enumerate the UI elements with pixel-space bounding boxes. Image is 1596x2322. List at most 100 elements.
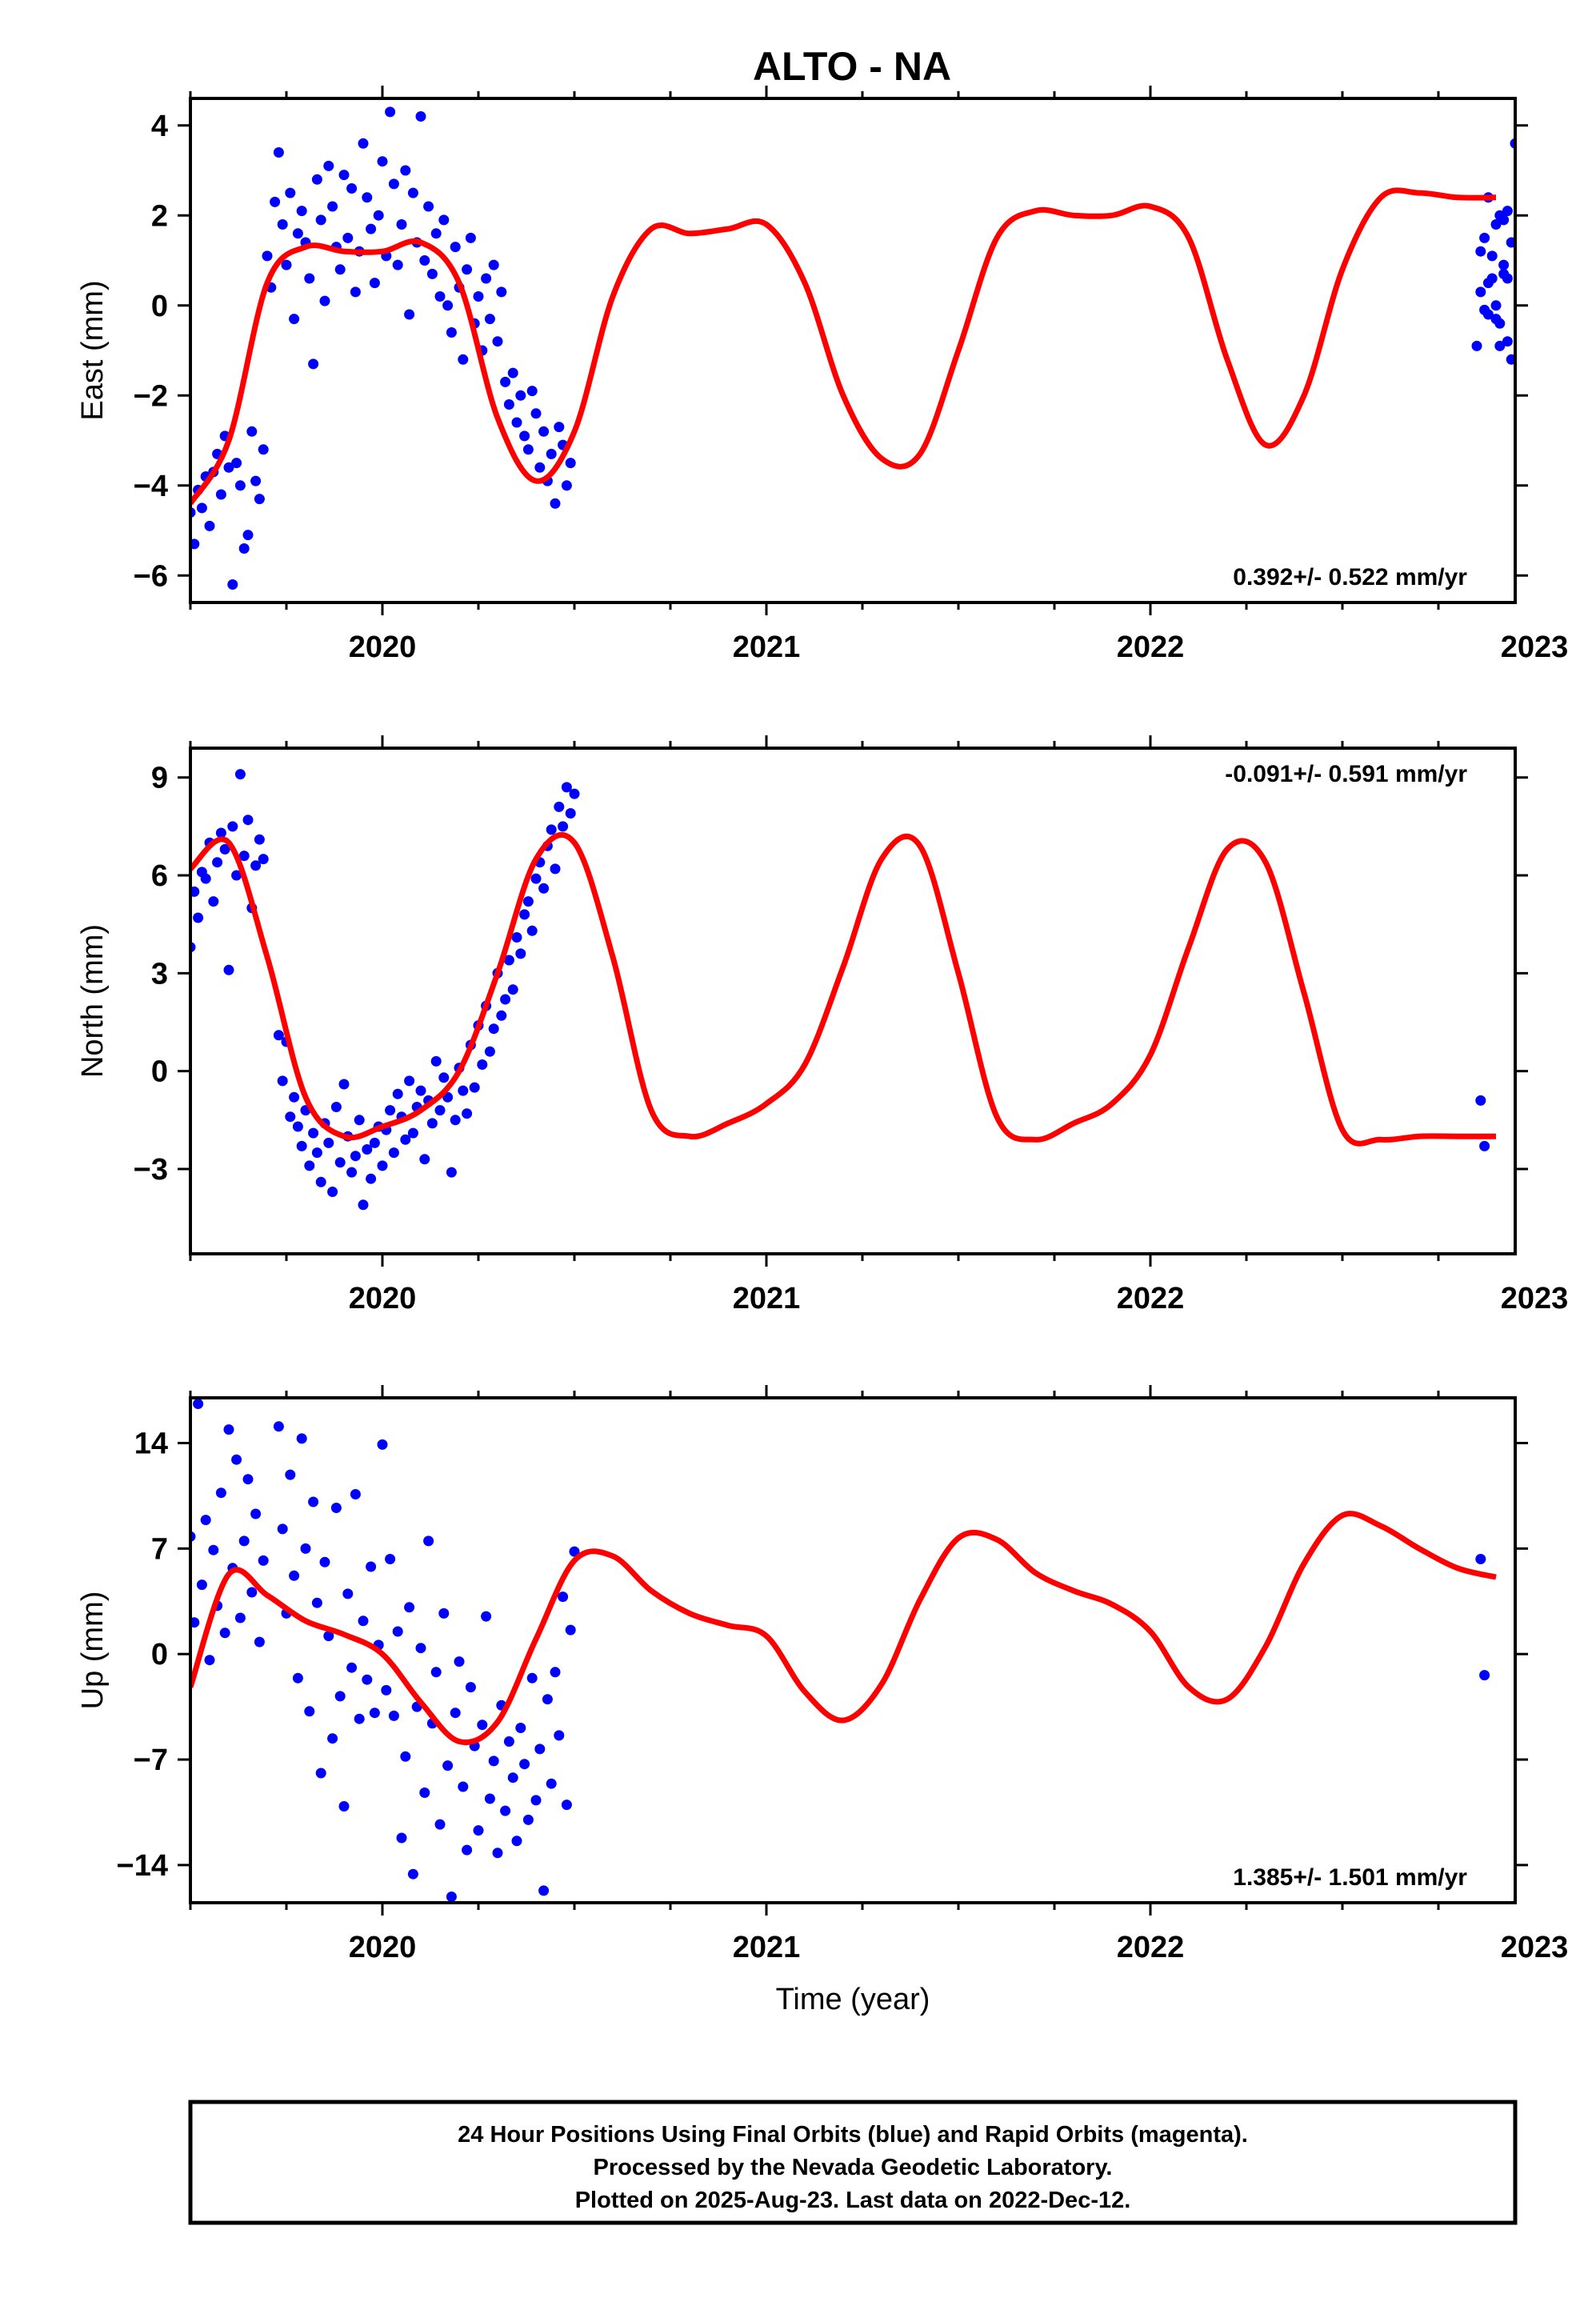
east-frame [189,97,1517,604]
up-data-point [223,1424,234,1435]
east-data-point [1475,246,1486,257]
east-data-point [1486,250,1498,262]
east-ytick-label: 2 [151,199,168,233]
north-data-point [219,843,230,855]
east-data-point [334,264,346,275]
up-data-point [254,1636,265,1647]
footer-line-3: Plotted on 2025-Aug-23. Last data on 202… [575,2188,1131,2213]
up-data-point [208,1544,219,1555]
east-data-point [415,111,426,122]
north-data-point [550,863,561,875]
east-data-point [484,314,495,325]
up-data-point [507,1772,518,1784]
up-data-point [338,1801,350,1812]
east-data-point [1498,214,1510,226]
up-data-point [204,1655,215,1666]
north-xtick-label: 2022 [1117,1282,1185,1315]
up-data-point [407,1868,418,1880]
east-data-point [315,214,326,226]
up-data-point [561,1800,572,1811]
up-data-point [362,1674,373,1685]
east-data-point [242,530,254,541]
up-data-point [565,1624,576,1635]
east-data-point [366,223,377,234]
east-data-point [442,300,454,311]
north-data-point [242,815,254,826]
east-data-point [190,538,200,550]
up-data-point [492,1848,503,1859]
east-points [190,106,1515,590]
east-data-point [234,480,246,491]
north-data-point [323,1137,334,1148]
east-data-point [546,448,557,459]
east-data-point [215,489,226,500]
up-rate-text: 1.385+/- 1.501 mm/yr [1233,1864,1467,1891]
up-data-point [554,1730,565,1741]
north-data-point [231,870,242,881]
east-ylabel: East (mm) [76,280,110,420]
east-data-point [223,462,234,473]
up-data-point [503,1736,514,1747]
east-data-point [319,295,330,306]
up-data-point [258,1555,269,1566]
east-data-point [519,430,530,442]
north-frame [189,747,1517,1255]
north-data-point [484,1046,495,1057]
east-ytick-label: −2 [134,379,168,413]
up-data-point [434,1819,446,1830]
north-data-point [388,1147,399,1159]
north-data-point [330,1102,342,1112]
east-data-point [238,543,250,554]
east-data-point [419,255,430,266]
up-data-point [300,1543,311,1554]
east-data-point [538,426,550,437]
north-points [190,769,1490,1211]
east-data-point [488,259,499,270]
east-data-point [358,138,369,149]
north-data-point [215,827,226,839]
up-data-point [304,1706,315,1717]
north-data-point [446,1167,457,1178]
east-data-point [407,187,418,198]
east-data-point [481,273,492,284]
north-data-point [522,896,534,907]
up-data-point [277,1523,288,1535]
north-data-point [469,1082,480,1093]
up-data-point [392,1626,403,1637]
east-data-point [1490,219,1502,230]
north-data-point [315,1176,326,1187]
north-data-point [285,1111,296,1123]
east-data-point [1506,237,1515,248]
north-ytick-label: 6 [151,859,168,893]
east-data-point [304,273,315,284]
east-data-point [446,327,457,338]
east-xtick-label: 2023 [1501,631,1569,664]
up-data-point [246,1587,258,1598]
east-data-point [1506,354,1515,365]
north-data-point [415,1085,426,1096]
up-ytick-label: −14 [117,1849,168,1883]
north-data-point [503,955,514,966]
east-data-point [396,219,407,230]
east-ytick-label: 0 [151,290,168,323]
up-data-point [550,1667,561,1678]
east-data-point [1475,286,1486,298]
up-data-point [546,1778,557,1789]
up-data-point [519,1759,530,1770]
up-xlabel: Time (year) [776,1983,930,2016]
north-data-point [526,925,538,936]
north-ylabel: North (mm) [76,924,110,1078]
east-data-point [522,444,534,455]
up-data-point [200,1515,211,1526]
north-data-point [366,1173,377,1184]
up-data-point [522,1814,534,1825]
north-data-point [565,808,576,819]
east-data-point [292,228,303,239]
north-data-point [227,821,238,832]
up-data-point [366,1561,377,1572]
north-data-point [554,801,565,812]
east-data-point [323,160,334,171]
east-ytick-label: −4 [134,470,168,503]
north-data-point [327,1187,338,1197]
